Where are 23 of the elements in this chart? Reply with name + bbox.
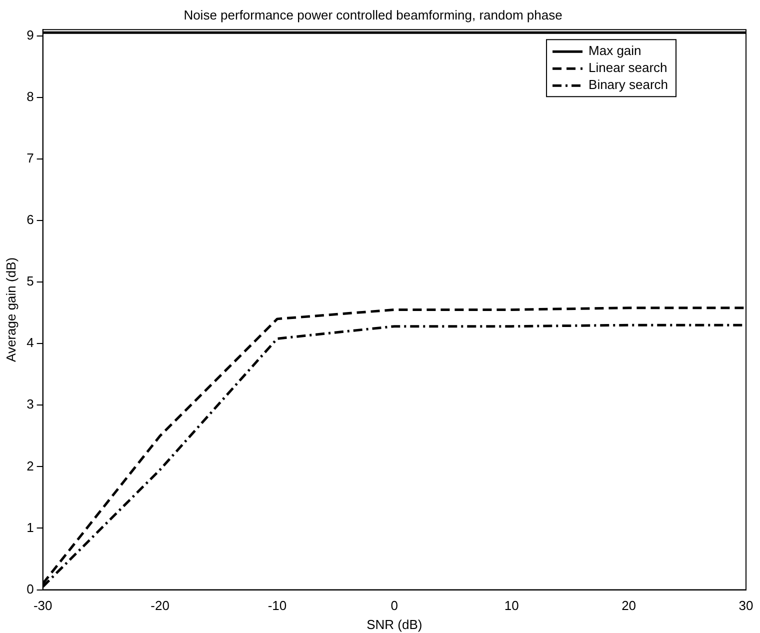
chart-title: Noise performance power controlled beamforming, random phase — [184, 7, 562, 22]
x-tick-label: -20 — [150, 598, 170, 614]
x-tick-label: 0 — [390, 598, 398, 614]
y-tick-label: 1 — [26, 520, 34, 535]
x-tick-label: 20 — [622, 598, 636, 614]
y-tick-label: 2 — [26, 458, 34, 474]
x-axis-title: SNR (dB) — [366, 616, 422, 632]
y-tick-label: 4 — [26, 335, 34, 350]
legend-label: Binary search — [588, 77, 668, 92]
legend-label: Max gain — [588, 43, 642, 58]
y-tick-label: 8 — [26, 88, 34, 104]
y-tick-label: 7 — [26, 150, 34, 166]
y-axis-title: Average gain (dB) — [3, 257, 18, 362]
x-tick-label: 30 — [738, 598, 754, 614]
x-tick-label: 10 — [504, 598, 519, 614]
x-tick-label: -10 — [268, 598, 287, 614]
y-tick-label: 3 — [26, 396, 34, 412]
x-tick-label: -30 — [33, 598, 52, 614]
y-tick-label: 5 — [26, 274, 34, 289]
y-tick-label: 6 — [26, 212, 34, 228]
y-tick-label: 0 — [26, 581, 34, 596]
y-tick-label: 9 — [26, 27, 34, 42]
legend-label: Linear search — [588, 60, 668, 76]
